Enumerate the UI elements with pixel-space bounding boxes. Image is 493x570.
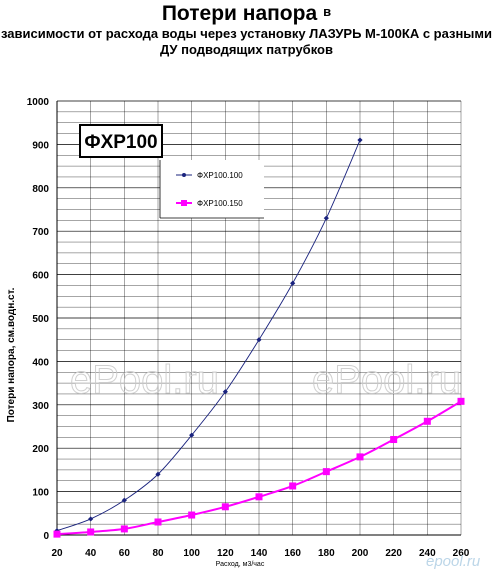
legend-marker-series-1: [182, 173, 186, 177]
y-tick-label: 0: [43, 531, 49, 542]
x-tick-label: 200: [352, 548, 369, 559]
y-tick-label: 1000: [27, 97, 50, 108]
data-point: [357, 137, 363, 143]
data-point: [221, 503, 229, 511]
data-point: [356, 453, 364, 461]
x-tick-label: 40: [85, 548, 97, 559]
legend-label-series-1: ФХР100.100: [197, 171, 243, 180]
series-line-1: [56, 139, 361, 532]
x-tick-label: 20: [51, 548, 63, 559]
tick-labels: 0 100 200 300 400 500 600 700 800 900 1000 20 40 60 80…: [27, 97, 470, 559]
data-point: [290, 280, 296, 286]
chart-title: Потери напора в: [0, 2, 493, 26]
x-tick-label: 240: [419, 548, 436, 559]
chart-subtitle-line-2: ДУ подводящих патрубков: [160, 42, 333, 57]
data-point: [323, 215, 329, 221]
data-point: [120, 525, 128, 533]
title-main-suffix: в: [323, 4, 332, 19]
data-point: [155, 471, 161, 477]
x-tick-label: 140: [251, 548, 268, 559]
y-tick-label: 200: [32, 444, 49, 455]
data-point: [154, 518, 162, 526]
watermark-left: ePool.ru: [70, 358, 219, 402]
y-tick-label: 800: [32, 184, 49, 195]
data-point: [256, 337, 262, 343]
y-axis-label: Потери напора, см.водн.ст.: [6, 287, 17, 422]
y-tick-label: 400: [32, 357, 49, 368]
data-point: [457, 397, 465, 405]
title-main-text: Потери напора: [161, 2, 318, 25]
legend-marker-series-2: [181, 200, 187, 206]
x-axis-label: Расход, м3/час: [216, 561, 265, 568]
legend-label-series-2: ФХР100.150: [197, 199, 243, 208]
series-layer: [53, 137, 465, 538]
x-tick-label: 60: [119, 548, 131, 559]
axes: [56, 101, 461, 536]
x-tick-label: 120: [217, 548, 234, 559]
watermark-layer: ePool.ru ePool.ru: [70, 358, 462, 403]
x-tick-label: 220: [385, 548, 402, 559]
data-point: [222, 389, 228, 395]
x-tick-label: 260: [453, 548, 470, 559]
chart-label-text: ФХР100: [84, 132, 157, 153]
y-tick-label: 100: [32, 488, 49, 499]
data-point: [88, 516, 94, 522]
data-point: [121, 497, 127, 503]
data-point: [322, 468, 330, 476]
series-2: [53, 397, 465, 538]
data-point: [390, 436, 398, 444]
x-tick-label: 180: [318, 548, 335, 559]
x-tick-label: 80: [152, 548, 164, 559]
series-1: [54, 137, 363, 534]
chart-subtitle-line-1: зависимости от расхода воды через устано…: [0, 26, 493, 41]
chart-label-box: ФХР100: [79, 124, 163, 158]
data-point: [53, 530, 61, 538]
data-point: [87, 528, 95, 536]
y-tick-label: 600: [32, 271, 49, 282]
y-tick-label: 700: [32, 227, 49, 238]
data-point: [289, 482, 297, 490]
data-point: [189, 432, 195, 438]
y-tick-label: 900: [32, 140, 49, 151]
site-logo: epool.ru: [426, 553, 481, 570]
x-tick-label: 100: [183, 548, 200, 559]
data-point: [188, 511, 196, 519]
y-tick-label: 300: [32, 401, 49, 412]
x-tick-label: 160: [284, 548, 301, 559]
watermark-right: ePool.ru: [312, 358, 461, 402]
legend: ФХР100.100 ФХР100.150: [159, 160, 264, 219]
data-point: [423, 417, 431, 425]
y-tick-label: 500: [32, 314, 49, 325]
data-point: [255, 493, 263, 501]
